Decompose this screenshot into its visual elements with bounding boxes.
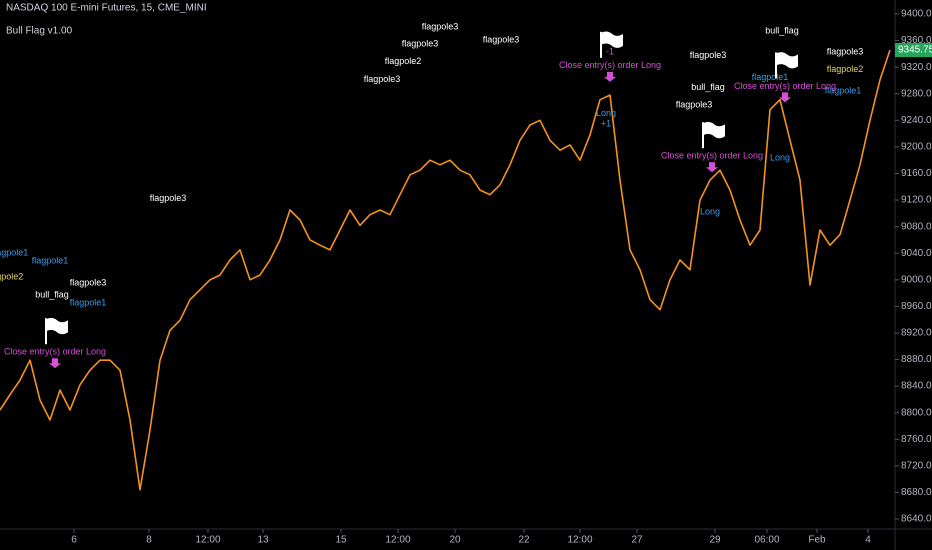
entry-arrow (604, 71, 616, 82)
annotation: bull_flag (765, 26, 799, 36)
annotation: flagpole1 (0, 248, 28, 258)
y-tick-label: 8880.00 (901, 354, 932, 365)
last-price-label: 9345.75 (898, 45, 932, 56)
annotation: +1 (601, 119, 611, 129)
x-tick-label: 22 (518, 535, 530, 546)
y-tick-label: 8960.00 (901, 301, 932, 312)
x-tick-label: 6 (71, 535, 77, 546)
flag-icon (45, 317, 68, 345)
x-tick-label: 13 (257, 535, 269, 546)
y-tick-label: 8760.00 (901, 434, 932, 445)
y-tick-label: 9120.00 (901, 195, 932, 206)
x-tick-label: 06:00 (754, 535, 779, 546)
y-tick-label: 9400.00 (901, 9, 932, 20)
plot: flagpole1flagpole2flagpole1bull_flagflag… (0, 22, 891, 491)
annotation: flagpole3 (690, 50, 727, 60)
x-tick-label: 12:00 (195, 535, 220, 546)
y-tick-label: 9160.00 (901, 168, 932, 179)
x-tick-label: 12:00 (567, 535, 592, 546)
x-tick-label: 8 (146, 535, 152, 546)
annotation: flagpole1 (32, 256, 69, 266)
x-tick-label: 20 (449, 535, 461, 546)
last-price-box (895, 43, 932, 58)
annotation: flagpole1 (752, 72, 789, 82)
annotation: flagpole2 (0, 272, 23, 282)
y-tick-label: 8840.00 (901, 381, 932, 392)
annotation: flagpole1 (825, 85, 862, 95)
annotation: flagpole3 (150, 193, 187, 203)
chart-title: NASDAQ 100 E-mini Futures, 15, CME_MINI (6, 3, 207, 14)
y-tick-label: 9040.00 (901, 248, 932, 259)
annotation: flagpole3 (70, 277, 107, 287)
x-tick-label: Feb (808, 535, 826, 546)
annotation: flagpole3 (676, 99, 713, 109)
x-tick-label: 29 (709, 535, 721, 546)
y-tick-label: 9360.00 (901, 35, 932, 46)
x-tick-label: 15 (335, 535, 347, 546)
price-line (0, 49, 891, 491)
annotation: flagpole3 (402, 38, 439, 48)
y-tick-label: 8800.00 (901, 407, 932, 418)
y-tick-label: 9200.00 (901, 142, 932, 153)
annotation: Long (596, 108, 616, 118)
annotation: Close entry(s) order Long (661, 151, 763, 161)
flag-icon (775, 52, 798, 79)
annotation: Long (700, 206, 720, 216)
y-tick-label: 8640.00 (901, 514, 932, 525)
annotation: flagpole2 (827, 64, 864, 74)
entry-arrow (49, 358, 61, 369)
y-tick-label: 9240.00 (901, 115, 932, 126)
annotation: flagpole2 (385, 56, 422, 66)
entry-arrow (706, 162, 718, 173)
x-tick-label: 12:00 (385, 535, 410, 546)
annotation: flagpole3 (364, 74, 401, 84)
y-tick-label: 9320.00 (901, 62, 932, 73)
annotation: bull_flag (35, 289, 69, 299)
flag-cloth (776, 52, 798, 69)
y-tick-label: 9080.00 (901, 221, 932, 232)
annotation: flagpole3 (483, 34, 520, 44)
x-tick-label: 27 (631, 535, 643, 546)
flag-cloth (601, 31, 623, 48)
indicator-name: Bull Flag v1.00 (6, 26, 73, 37)
annotation: Long (770, 153, 790, 163)
annotation: flagpole1 (70, 297, 107, 307)
flag-cloth (46, 317, 68, 335)
flag-icon (600, 31, 623, 58)
annotation: flagpole3 (827, 46, 864, 56)
annotation: -1 (606, 46, 614, 56)
y-tick-label: 9000.00 (901, 274, 932, 285)
y-tick-label: 8680.00 (901, 487, 932, 498)
flag-icon (702, 121, 725, 149)
y-tick-label: 8720.00 (901, 460, 932, 471)
y-tick-label: 8920.00 (901, 328, 932, 339)
flag-cloth (703, 121, 725, 139)
annotation: bull_flag (691, 82, 725, 92)
y-tick-label: 9280.00 (901, 88, 932, 99)
annotation: Close entry(s) order Long (4, 347, 106, 357)
annotation: flagpole3 (422, 22, 459, 32)
x-tick-label: 4 (865, 535, 871, 546)
entry-arrow (779, 92, 791, 103)
annotation: Close entry(s) order Long (559, 60, 661, 70)
annotation: Close entry(s) order Long (734, 81, 836, 91)
